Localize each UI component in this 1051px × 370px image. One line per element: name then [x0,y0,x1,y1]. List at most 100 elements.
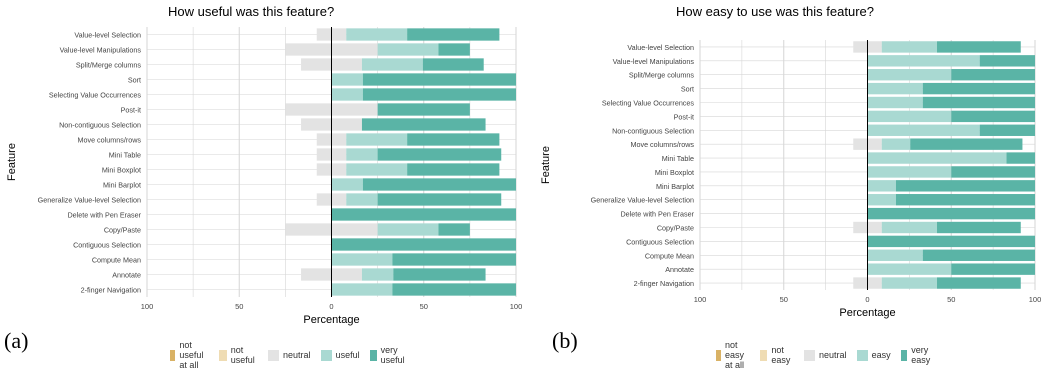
legend-swatch [716,349,721,361]
y-axis-label: Feature [6,143,18,181]
bar-useful-level4 [331,283,393,296]
bar-easy-level5 [951,263,1035,275]
y-tick-label: Delete with Pen Eraser [67,211,141,220]
y-tick-label: Move columns/rows [630,140,694,149]
bar-easy-level4 [867,166,952,178]
x-tick-label: 100 [694,295,707,304]
legend-ease-of-use: not easy at all not easy neutral easy very e… [716,340,945,370]
y-tick-label: Generalize Value-level Selection [591,196,694,205]
y-tick-label: Sort [128,76,141,85]
legend-item: not easy at all [716,340,750,370]
bar-easy-level4 [881,221,938,234]
bar-easy-level4 [881,41,938,53]
y-tick-label: Copy/Paste [104,226,141,235]
x-tick-label: 100 [510,302,523,311]
legend-label: not useful [230,345,255,365]
bar-useful-level5 [377,193,502,206]
bar-useful-level5 [407,133,500,146]
legend-label: very useful [380,345,405,365]
legend-usefulness: not useful at all not useful neutral useful… [170,340,419,370]
y-tick-label: Compute Mean [645,251,694,260]
y-tick-label: Split/Merge columns [629,71,695,80]
bar-easy-level5 [922,96,1035,109]
y-tick-label: Post-it [121,106,141,115]
y-tick-label: Generalize Value-level Selection [38,196,141,205]
legend-label: not easy at all [724,340,744,370]
bar-useful-level5 [362,88,516,101]
x-axis-label: Percentage [303,314,359,326]
y-tick-label: Contiguous Selection [626,237,694,246]
y-tick-label: Split/Merge columns [76,61,142,70]
x-tick-label: 50 [420,302,428,311]
y-tick-label: 2-finger Navigation [634,279,694,288]
bar-useful-level4 [346,148,378,161]
bar-easy-level5 [979,55,1035,67]
chart-usefulness: How useful was this feature? Value-level … [6,4,523,326]
legend-label: not easy [771,345,791,365]
bar-easy-level5 [922,82,1035,95]
bar-useful-level5 [361,118,486,131]
bar-easy-level4 [867,69,952,81]
bar-easy-level4 [867,82,923,95]
chart-title: How useful was this feature? [168,4,334,19]
y-tick-label: Value-level Manipulations [613,57,695,66]
legend-swatch [320,349,332,361]
bar-easy-level5 [867,235,1035,248]
legend-item: very useful [369,345,409,365]
legend-swatch [268,349,280,361]
y-tick-label: Mini Barplot [656,182,694,191]
bar-useful-level4 [346,193,378,206]
bar-useful-level4 [361,268,394,281]
bar-useful-level5 [438,223,470,236]
bar-easy-level5 [979,124,1035,136]
x-tick-label: 50 [235,302,243,311]
x-tick-label: 0 [865,295,869,304]
y-tick-label: Move columns/rows [77,136,141,145]
bar-useful-level4 [331,253,393,266]
y-tick-label: Delete with Pen Eraser [620,210,694,219]
bar-useful-level5 [377,103,470,116]
bar-useful-level4 [346,28,408,41]
y-tick-label: Sort [681,85,694,94]
y-tick-label: Selecting Value Occurrences [49,91,142,100]
bar-useful-level4 [331,178,363,191]
bar-useful-level4 [361,58,423,71]
bar-useful-level5 [393,268,486,281]
bar-easy-level4 [867,55,980,67]
legend-label: neutral [819,350,847,360]
bar-easy-level5 [895,180,1035,192]
y-tick-label: Post-it [674,112,694,121]
y-tick-label: Contiguous Selection [73,241,141,250]
y-tick-label: Mini Table [662,154,694,163]
bar-useful-level4 [377,43,439,56]
legend-swatch [219,349,227,361]
y-axis-label: Feature [540,146,552,184]
bar-useful-level5 [362,178,516,191]
y-tick-label: Annotate [665,265,694,274]
bar-useful-level5 [438,43,470,56]
y-tick-label: Mini Table [109,151,141,160]
legend-swatch [369,349,377,361]
chart-ease-of-use: How easy to use was this feature? Value-l… [540,4,1042,319]
bar-easy-level5 [937,41,1021,53]
legend-label: easy [871,350,891,360]
bar-easy-level5 [951,166,1035,178]
bar-useful-level4 [331,73,363,86]
bar-useful-level5 [392,283,516,296]
y-tick-label: Mini Boxplot [102,166,141,175]
bar-easy-level5 [922,249,1035,261]
bar-easy-level4 [867,180,896,192]
bar-easy-level5 [895,194,1035,206]
bar-easy-level4 [867,96,923,109]
x-axis-label: Percentage [839,307,895,319]
x-tick-label: 50 [947,295,955,304]
bar-easy-level4 [867,249,923,261]
legend-item: not useful at all [170,340,209,370]
x-tick-label: 100 [1029,295,1042,304]
y-tick-label: Mini Barplot [103,181,141,190]
panel-label-a: (a) [4,328,29,353]
y-tick-label: Non-contiguous Selection [612,126,694,135]
legend-item: easy [856,349,891,361]
y-tick-label: 2-finger Navigation [81,286,141,295]
bar-easy-level5 [951,69,1035,81]
